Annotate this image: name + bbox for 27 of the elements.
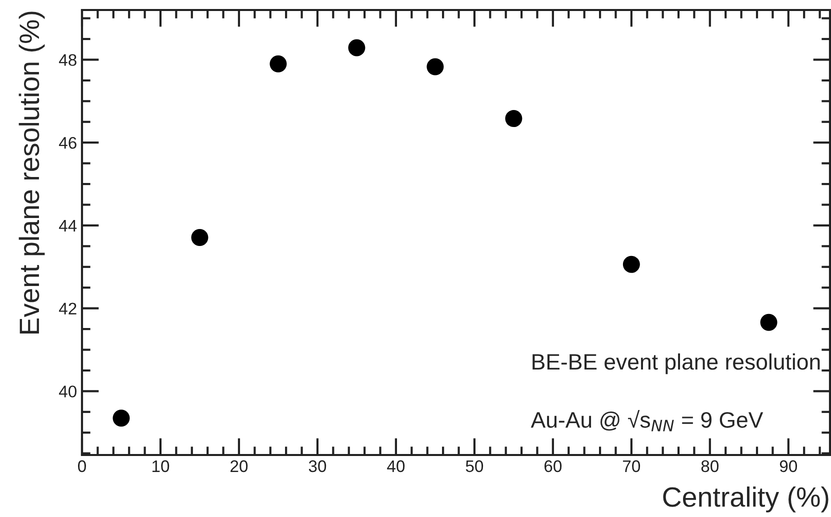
x-tick-label: 80	[701, 460, 719, 472]
annotation: BE-BE event plane resolution	[532, 353, 820, 374]
point	[270, 55, 287, 72]
x-tick-label: 10	[152, 460, 170, 472]
x-axis-title: Centrality (%)	[663, 486, 828, 512]
point	[505, 110, 522, 128]
point	[112, 410, 130, 427]
point	[622, 256, 640, 273]
y-tick-label: 42	[58, 302, 76, 314]
point	[426, 58, 444, 76]
x-tick-label: 40	[387, 460, 405, 472]
x-tick-label: 30	[308, 460, 326, 472]
y-axis-title: Event plane resolution (%)	[18, 12, 45, 334]
x-tick-label: 70	[623, 460, 640, 472]
x-tick-label: 20	[230, 460, 248, 472]
y-tick-label: 46	[58, 136, 76, 149]
y-tick-label: 44	[58, 220, 77, 232]
x-tick-label: 50	[466, 460, 484, 472]
annotation: Au-Au @ √s$_{NN}$ = 9 GeV	[530, 410, 764, 432]
point	[760, 314, 778, 331]
x-tick-label: 0	[78, 460, 86, 472]
y-tick-label: 40	[58, 386, 76, 398]
x-tick-label: 60	[544, 460, 562, 472]
point	[191, 228, 208, 246]
y-tick-label: 48	[58, 54, 76, 66]
point	[348, 39, 366, 56]
x-tick-label: 90	[780, 460, 798, 472]
